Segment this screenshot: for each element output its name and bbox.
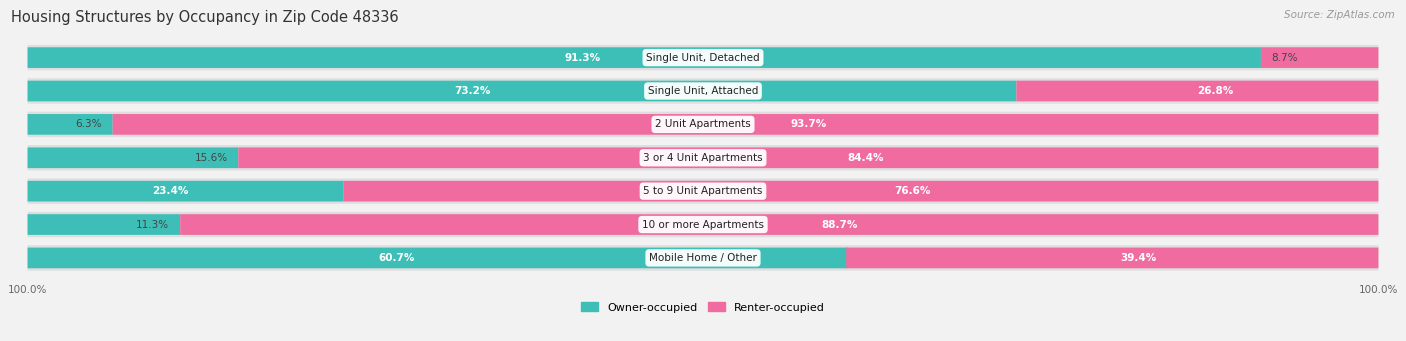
Text: 8.7%: 8.7%: [1271, 53, 1298, 63]
Legend: Owner-occupied, Renter-occupied: Owner-occupied, Renter-occupied: [576, 298, 830, 317]
FancyBboxPatch shape: [1017, 81, 1378, 101]
Text: 26.8%: 26.8%: [1198, 86, 1233, 96]
Text: 84.4%: 84.4%: [848, 153, 883, 163]
FancyBboxPatch shape: [28, 214, 180, 235]
FancyBboxPatch shape: [28, 212, 1378, 237]
Text: 88.7%: 88.7%: [821, 220, 858, 229]
Text: 5 to 9 Unit Apartments: 5 to 9 Unit Apartments: [644, 186, 762, 196]
FancyBboxPatch shape: [28, 248, 848, 268]
FancyBboxPatch shape: [28, 114, 112, 135]
FancyBboxPatch shape: [28, 181, 343, 202]
Text: 3 or 4 Unit Apartments: 3 or 4 Unit Apartments: [643, 153, 763, 163]
FancyBboxPatch shape: [28, 245, 1378, 271]
FancyBboxPatch shape: [112, 114, 1378, 135]
Text: 91.3%: 91.3%: [564, 53, 600, 63]
FancyBboxPatch shape: [28, 45, 1378, 70]
Text: 39.4%: 39.4%: [1121, 253, 1157, 263]
Text: 15.6%: 15.6%: [194, 153, 228, 163]
Text: Source: ZipAtlas.com: Source: ZipAtlas.com: [1284, 10, 1395, 20]
FancyBboxPatch shape: [28, 81, 1017, 101]
Text: Housing Structures by Occupancy in Zip Code 48336: Housing Structures by Occupancy in Zip C…: [11, 10, 399, 25]
Text: Single Unit, Attached: Single Unit, Attached: [648, 86, 758, 96]
FancyBboxPatch shape: [28, 78, 1378, 104]
FancyBboxPatch shape: [343, 181, 1378, 202]
Text: Mobile Home / Other: Mobile Home / Other: [650, 253, 756, 263]
FancyBboxPatch shape: [28, 178, 1378, 204]
FancyBboxPatch shape: [28, 47, 1261, 68]
Text: 76.6%: 76.6%: [894, 186, 931, 196]
Text: 11.3%: 11.3%: [136, 220, 169, 229]
Text: 60.7%: 60.7%: [378, 253, 415, 263]
FancyBboxPatch shape: [28, 145, 1378, 170]
Text: 73.2%: 73.2%: [454, 86, 491, 96]
FancyBboxPatch shape: [180, 214, 1378, 235]
Text: 23.4%: 23.4%: [152, 186, 188, 196]
FancyBboxPatch shape: [846, 248, 1378, 268]
FancyBboxPatch shape: [1261, 47, 1378, 68]
Text: Single Unit, Detached: Single Unit, Detached: [647, 53, 759, 63]
FancyBboxPatch shape: [28, 147, 238, 168]
FancyBboxPatch shape: [238, 147, 1378, 168]
Text: 2 Unit Apartments: 2 Unit Apartments: [655, 119, 751, 129]
Text: 6.3%: 6.3%: [76, 119, 101, 129]
FancyBboxPatch shape: [28, 112, 1378, 137]
Text: 93.7%: 93.7%: [790, 119, 827, 129]
Text: 10 or more Apartments: 10 or more Apartments: [643, 220, 763, 229]
